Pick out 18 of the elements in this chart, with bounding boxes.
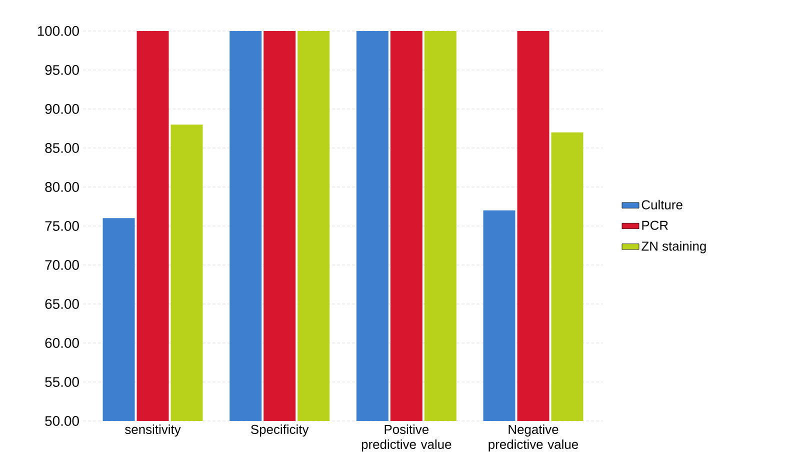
y-tick-label: 65.00 <box>45 299 79 309</box>
y-tick-label: 80.00 <box>45 182 79 192</box>
x-tick-label: Specificity <box>251 424 309 437</box>
x-tick-label: Positive predictive value <box>362 424 452 452</box>
x-tick-label: Negative predictive value <box>488 424 578 452</box>
y-tick-label: 55.00 <box>45 377 79 387</box>
legend-label: Culture <box>642 200 682 210</box>
y-tick-label: 70.00 <box>45 260 79 270</box>
y-tick-label: 75.00 <box>45 221 79 231</box>
y-tick-label: 95.00 <box>45 65 79 75</box>
legend-label: PCR <box>642 220 668 230</box>
y-tick-label: 50.00 <box>45 416 79 426</box>
legend-label: ZN staining <box>642 241 706 254</box>
y-tick-label: 100.00 <box>38 26 79 36</box>
x-tick-label: sensitivity <box>125 424 181 437</box>
y-tick-label: 85.00 <box>45 143 79 153</box>
y-tick-label: 60.00 <box>45 338 79 348</box>
y-tick-label: 90.00 <box>45 104 79 114</box>
